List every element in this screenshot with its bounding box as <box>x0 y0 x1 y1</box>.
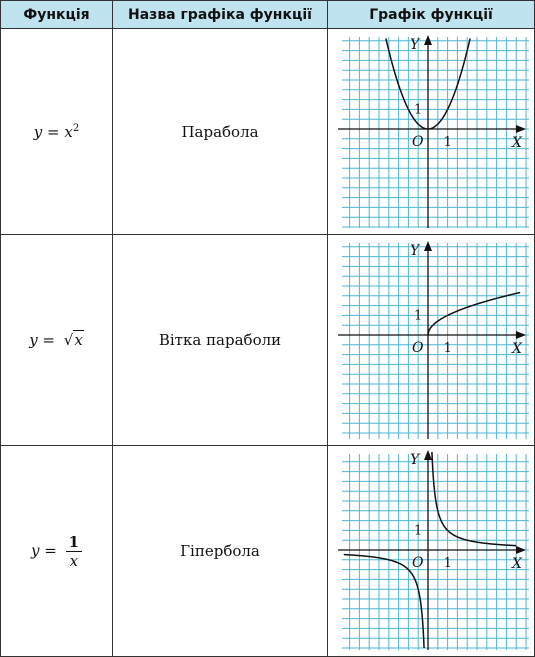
parabola-plot: X Y O 1 1 <box>338 35 529 228</box>
y-axis-label: Y <box>410 243 421 259</box>
origin-label: O <box>412 555 424 571</box>
hyperbola-branch-left <box>343 553 425 649</box>
x-axis-label: X <box>511 341 523 357</box>
x-unit-label: 1 <box>444 341 452 356</box>
header-graph: Графік функції <box>327 0 535 29</box>
graph-cell: X Y O 1 1 <box>327 445 535 657</box>
y-axis-arrow <box>424 241 432 251</box>
fraction-expression: 1 x <box>65 533 83 570</box>
x-axis-arrow <box>516 546 526 554</box>
sqrt-expression: √x <box>63 330 84 349</box>
header-function: Функція <box>0 0 113 29</box>
x-unit-label: 1 <box>444 556 452 571</box>
function-formula: y = x2 <box>0 28 113 235</box>
origin-label: O <box>412 340 424 356</box>
table-row: y = x2 Парабола X Y O 1 1 <box>0 28 535 235</box>
sqrt-curve <box>427 291 521 336</box>
y-unit-label: 1 <box>414 102 422 117</box>
graph-name: Гіпербола <box>112 445 328 657</box>
function-formula: y = √x <box>0 234 113 446</box>
y-axis-label: Y <box>410 37 421 53</box>
table-row: y = 1 x Гіпербола X Y O 1 1 <box>0 445 535 657</box>
grid <box>342 454 529 650</box>
table-row: y = √x Вітка параболи X Y O 1 1 <box>0 234 535 446</box>
y-axis-arrow <box>424 450 432 460</box>
x-axis-arrow <box>516 331 526 339</box>
graph-name: Вітка параболи <box>112 234 328 446</box>
y-axis-arrow <box>424 35 432 45</box>
y-unit-label: 1 <box>414 523 422 538</box>
header-graph-name: Назва графіка функції <box>112 0 328 29</box>
graph-name: Парабола <box>112 28 328 235</box>
parabola-curve <box>385 38 471 130</box>
x-axis-label: X <box>511 556 523 572</box>
x-axis-label: X <box>511 135 523 151</box>
hyperbola-plot: X Y O 1 1 <box>338 450 529 650</box>
origin-label: O <box>412 134 424 150</box>
y-unit-label: 1 <box>414 308 422 323</box>
grid <box>342 37 529 228</box>
y-axis-label: Y <box>410 452 421 468</box>
graph-cell: X Y O 1 1 <box>327 234 535 446</box>
grid <box>342 243 529 439</box>
x-axis-arrow <box>516 125 526 133</box>
graph-cell: X Y O 1 1 <box>327 28 535 235</box>
function-formula: y = 1 x <box>0 445 113 657</box>
sqrt-plot: X Y O 1 1 <box>338 241 529 439</box>
hyperbola-branch-right <box>431 451 517 547</box>
header-row: Функція Назва графіка функції Графік фун… <box>0 0 535 29</box>
x-unit-label: 1 <box>444 135 452 150</box>
